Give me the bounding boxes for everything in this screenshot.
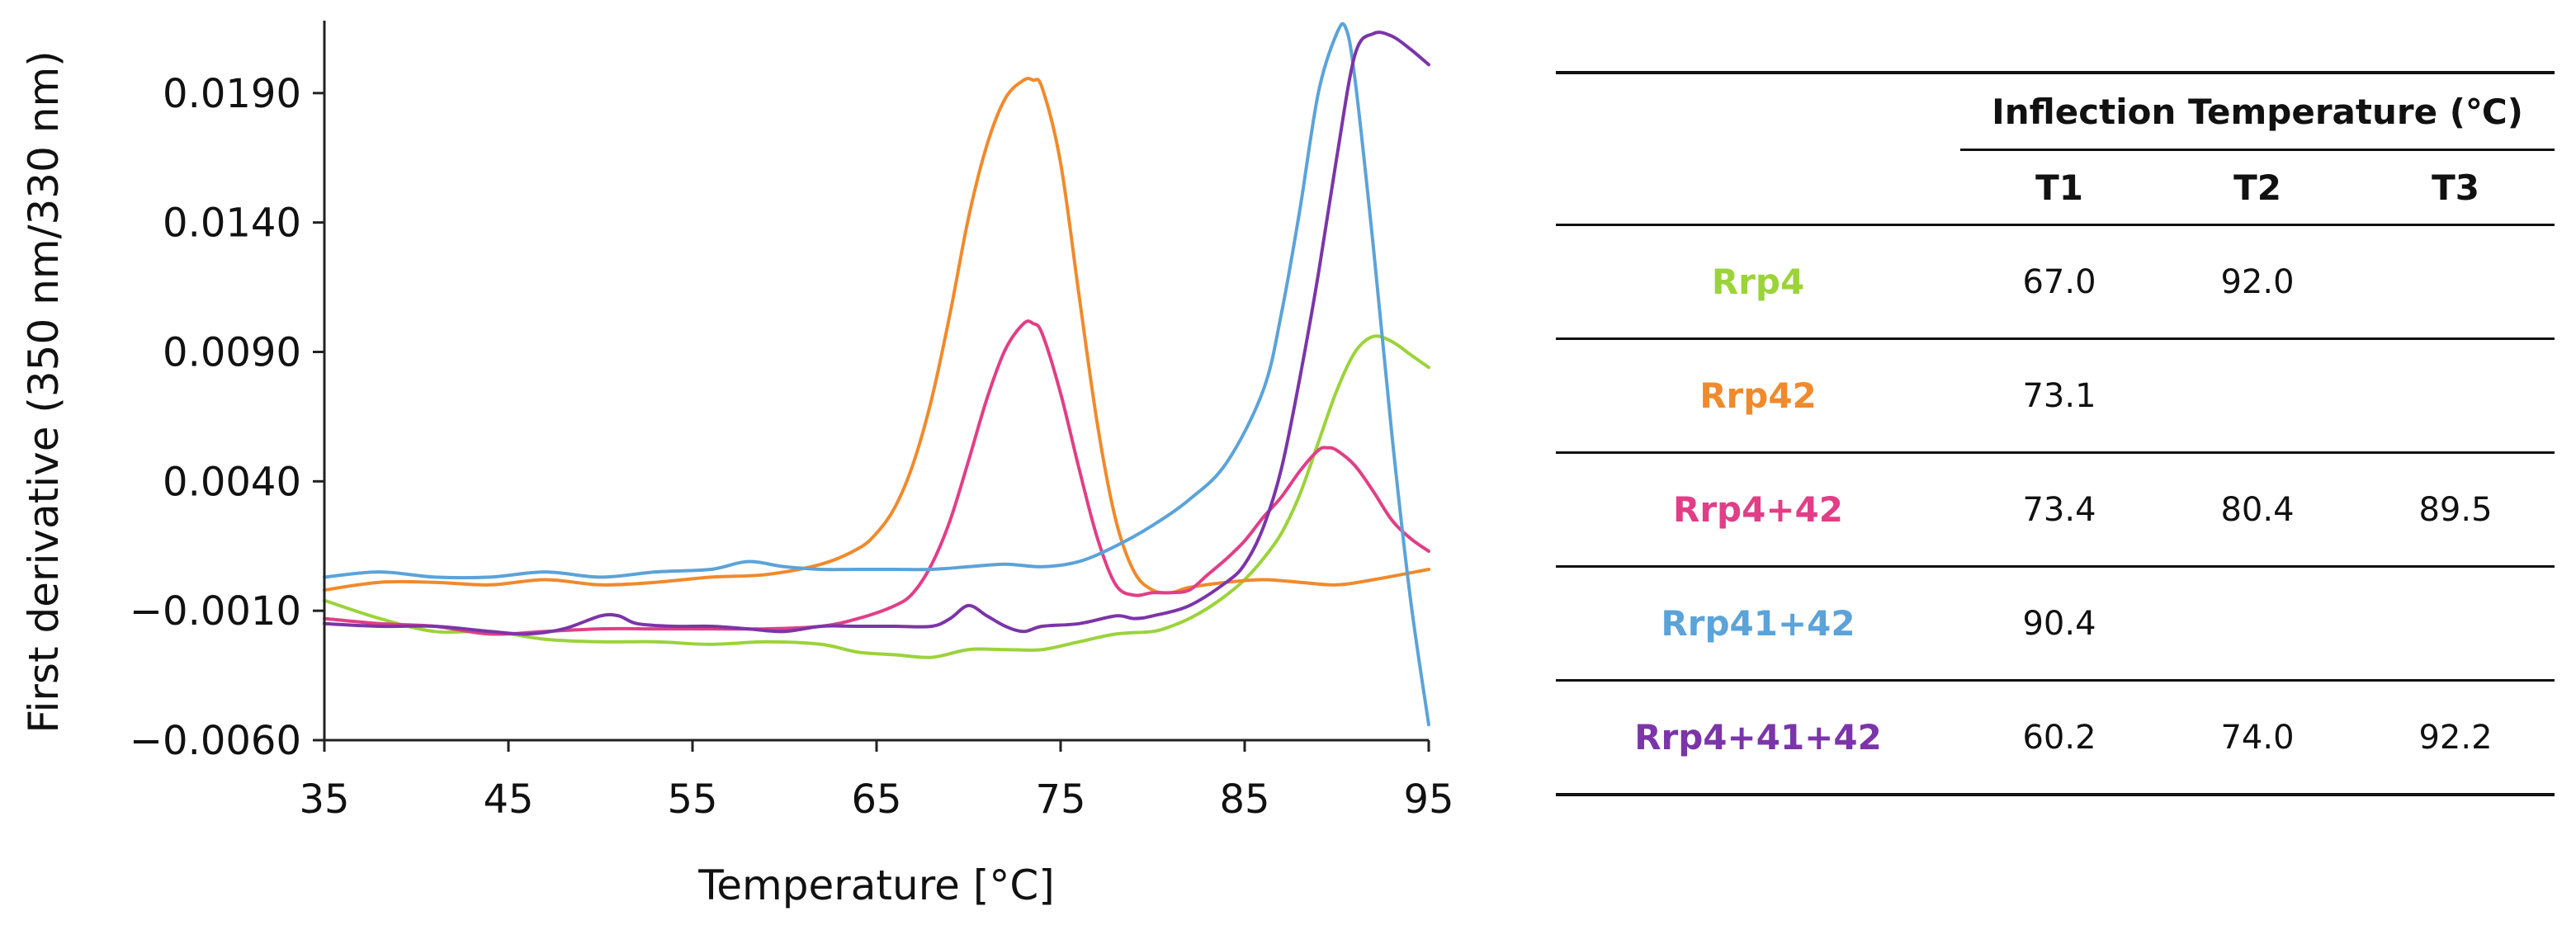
x-tick-label: 55 [667, 776, 717, 823]
y-tick-label: 0.0090 [163, 329, 301, 375]
cell-t3: 92.2 [2418, 718, 2493, 757]
x-tick-label: 35 [299, 776, 349, 823]
y-tick-label: −0.0060 [130, 718, 301, 764]
table-row: Rrp41+42 90.4 [1556, 567, 2555, 681]
x-tick-label: 75 [1035, 776, 1085, 823]
ticks-layer: 35 45 55 65 75 85 95 −0.0060 −0.0010 0.0040 0.0090… [130, 71, 1454, 823]
table-group-header: Inflection Temperature (℃) [1960, 71, 2555, 151]
y-axis-title: First derivative (350 nm/330 nm) [20, 50, 68, 733]
x-tick-label: 85 [1219, 776, 1269, 823]
cell-t3 [2356, 567, 2555, 681]
cell-t1: 90.4 [2022, 604, 2096, 643]
column-header-t1: T1 [2035, 167, 2083, 208]
series-line-rrp42 [323, 77, 1430, 595]
row-label-rrp41-42: Rrp41+42 [1661, 603, 1855, 644]
row-label-rrp4-42: Rrp4+42 [1673, 489, 1843, 530]
table-corner [1556, 71, 1960, 150]
series-layer [323, 21, 1430, 727]
cell-t2 [2158, 567, 2356, 681]
cell-t2: 74.0 [2220, 718, 2295, 757]
table-row: Rrp4+41+42 60.2 74.0 92.2 [1556, 681, 2555, 795]
cell-t3 [2356, 225, 2555, 339]
series-line-rrp4-41-42 [323, 31, 1430, 636]
cell-t1: 67.0 [2022, 262, 2096, 301]
column-header-t3: T3 [2432, 167, 2479, 208]
y-tick-label: 0.0190 [163, 71, 301, 117]
series-line-rrp41-42 [323, 21, 1430, 727]
inflection-table-container: Inflection Temperature (℃) T1 T2 T3 Rrp4… [1556, 71, 2555, 796]
cell-t3: 89.5 [2418, 490, 2493, 529]
inflection-table: Inflection Temperature (℃) T1 T2 T3 Rrp4… [1556, 71, 2555, 796]
column-header-t2: T2 [2233, 167, 2281, 208]
cell-t1: 60.2 [2022, 718, 2096, 757]
y-tick-label: 0.0040 [163, 459, 301, 505]
cell-t3 [2356, 339, 2555, 453]
row-label-rrp4: Rrp4 [1711, 262, 1805, 302]
series-line-rrp4-42 [323, 319, 1430, 636]
x-tick-label: 45 [483, 776, 533, 823]
table-row: Rrp4+42 73.4 80.4 89.5 [1556, 453, 2555, 567]
row-label-rrp42: Rrp42 [1699, 375, 1817, 416]
y-tick-label: −0.0010 [130, 588, 301, 635]
table-corner-lower [1556, 150, 1960, 225]
x-axis-title: Temperature [°C] [697, 861, 1055, 909]
series-line-rrp4 [323, 334, 1430, 659]
cell-t1: 73.1 [2022, 376, 2096, 415]
table-row: Rrp4 67.0 92.0 [1556, 225, 2555, 339]
cell-t1: 73.4 [2022, 490, 2096, 529]
row-label-rrp4-41-42: Rrp4+41+42 [1634, 717, 1882, 757]
cell-t2: 92.0 [2220, 262, 2295, 301]
x-tick-label: 95 [1403, 776, 1453, 823]
melting-curve-chart: 35 45 55 65 75 85 95 −0.0060 −0.0010 0.0040 0.0090… [20, 21, 1454, 909]
x-tick-label: 65 [851, 776, 901, 823]
table-row: Rrp42 73.1 [1556, 339, 2555, 453]
cell-t2: 80.4 [2220, 490, 2295, 529]
cell-t2 [2158, 339, 2356, 453]
y-tick-label: 0.0140 [163, 201, 301, 247]
